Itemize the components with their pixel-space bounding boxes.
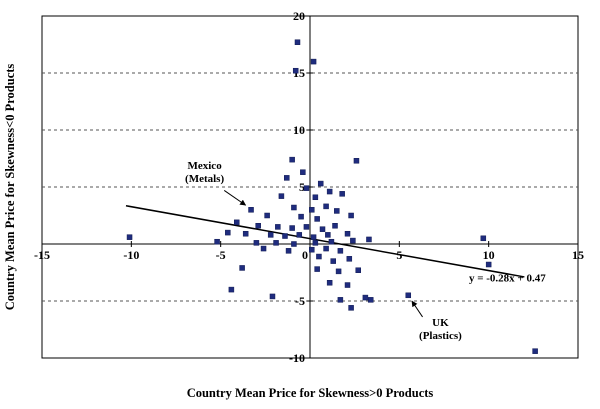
y-tick-label: 5 xyxy=(299,180,305,194)
scatter-point xyxy=(362,294,369,301)
scatter-point xyxy=(291,241,297,247)
scatter-point xyxy=(326,188,333,195)
scatter-point xyxy=(233,219,240,226)
x-axis-title: Country Mean Price for Skewness>0 Produc… xyxy=(187,386,434,400)
scatter-point xyxy=(269,293,276,300)
scatter-point xyxy=(339,191,345,197)
scatter-point xyxy=(332,223,338,229)
scatter-point xyxy=(255,223,261,229)
trendline-equation: y = -0.28x + 0.47 xyxy=(469,273,546,285)
scatter-point xyxy=(291,204,297,211)
scatter-point xyxy=(350,237,356,244)
scatter-point xyxy=(348,305,354,311)
annotation-label: (Metals) xyxy=(185,173,224,185)
scatter-point xyxy=(353,158,360,164)
scatter-point xyxy=(292,67,299,74)
scatter-point xyxy=(328,238,335,245)
scatter-point xyxy=(289,156,295,163)
scatter-point xyxy=(294,39,301,45)
annotation-arrow xyxy=(411,300,423,318)
scatter-point xyxy=(239,265,245,271)
x-tick-label: -15 xyxy=(34,248,50,262)
trend-line xyxy=(125,205,525,278)
scatter-point xyxy=(312,194,319,201)
scatter-point xyxy=(253,240,260,246)
scatter-point xyxy=(532,348,538,354)
scatter-point xyxy=(355,267,361,273)
chart-content: -15-10-50510152015105-5-10y = -0.28x + 0… xyxy=(34,9,584,365)
scatter-point xyxy=(267,232,274,238)
scatter-point xyxy=(275,224,281,230)
scatter-point xyxy=(366,236,372,243)
x-tick-label: -5 xyxy=(216,248,226,262)
scatter-point xyxy=(346,256,353,262)
x-tick-label: 10 xyxy=(483,248,495,262)
scatter-point xyxy=(317,180,324,187)
scatter-point xyxy=(264,212,270,219)
scatter-point xyxy=(296,232,303,238)
scatter-point xyxy=(284,175,290,181)
y-tick-label: 20 xyxy=(293,9,305,23)
scatter-point xyxy=(309,246,315,253)
scatter-point xyxy=(298,213,304,220)
scatter-point xyxy=(367,297,374,303)
scatter-point xyxy=(242,230,249,237)
scatter-point xyxy=(300,169,306,175)
scatter-point xyxy=(325,232,331,238)
scatter-point xyxy=(289,225,295,231)
annotation-label: Mexico xyxy=(187,160,222,172)
y-tick-label: -5 xyxy=(295,294,305,308)
y-tick-label: 10 xyxy=(293,123,305,137)
scatter-point xyxy=(344,282,351,288)
annotation-label: UK xyxy=(432,317,449,329)
scatter-point xyxy=(314,266,320,272)
scatter-point xyxy=(282,233,288,239)
x-tick-label: -10 xyxy=(123,248,139,262)
scatter-point xyxy=(126,234,133,240)
scatter-point xyxy=(405,292,412,299)
scatter-point xyxy=(323,203,329,210)
scatter-point xyxy=(334,208,340,214)
scatter-point xyxy=(303,185,310,191)
scatter-point xyxy=(228,286,235,293)
annotation-label: (Plastics) xyxy=(419,330,462,342)
scatter-point xyxy=(319,226,326,232)
scatter-point xyxy=(273,240,279,246)
scatter-point xyxy=(309,207,315,213)
scatter-point xyxy=(330,258,336,264)
scatter-point xyxy=(312,240,319,246)
scatter-point xyxy=(303,224,310,230)
annotation-arrow xyxy=(223,190,247,206)
scatter-point xyxy=(310,58,317,65)
scatter-point xyxy=(335,268,342,275)
scatter-point xyxy=(316,253,322,260)
x-tick-label: 0 xyxy=(302,248,308,262)
scatter-point xyxy=(326,280,333,286)
scatter-point xyxy=(248,207,254,213)
scatter-point xyxy=(285,248,292,254)
y-axis-title: Country Mean Price for Skewness<0 Produc… xyxy=(3,64,17,311)
scatter-point xyxy=(278,193,285,199)
scatter-point xyxy=(344,230,351,237)
scatter-point xyxy=(348,212,354,219)
scatter-point xyxy=(480,235,487,242)
scatter-point xyxy=(310,234,317,240)
scatter-point xyxy=(337,248,344,254)
scatter-point xyxy=(485,261,492,268)
scatter-point xyxy=(225,229,231,236)
scatter-point xyxy=(323,245,329,252)
scatter-point xyxy=(260,245,267,252)
scatter-point xyxy=(214,238,220,245)
scatter-point xyxy=(337,297,344,303)
x-tick-label: 15 xyxy=(572,248,584,262)
scatter-point xyxy=(314,216,320,222)
y-tick-label: -10 xyxy=(289,351,305,365)
